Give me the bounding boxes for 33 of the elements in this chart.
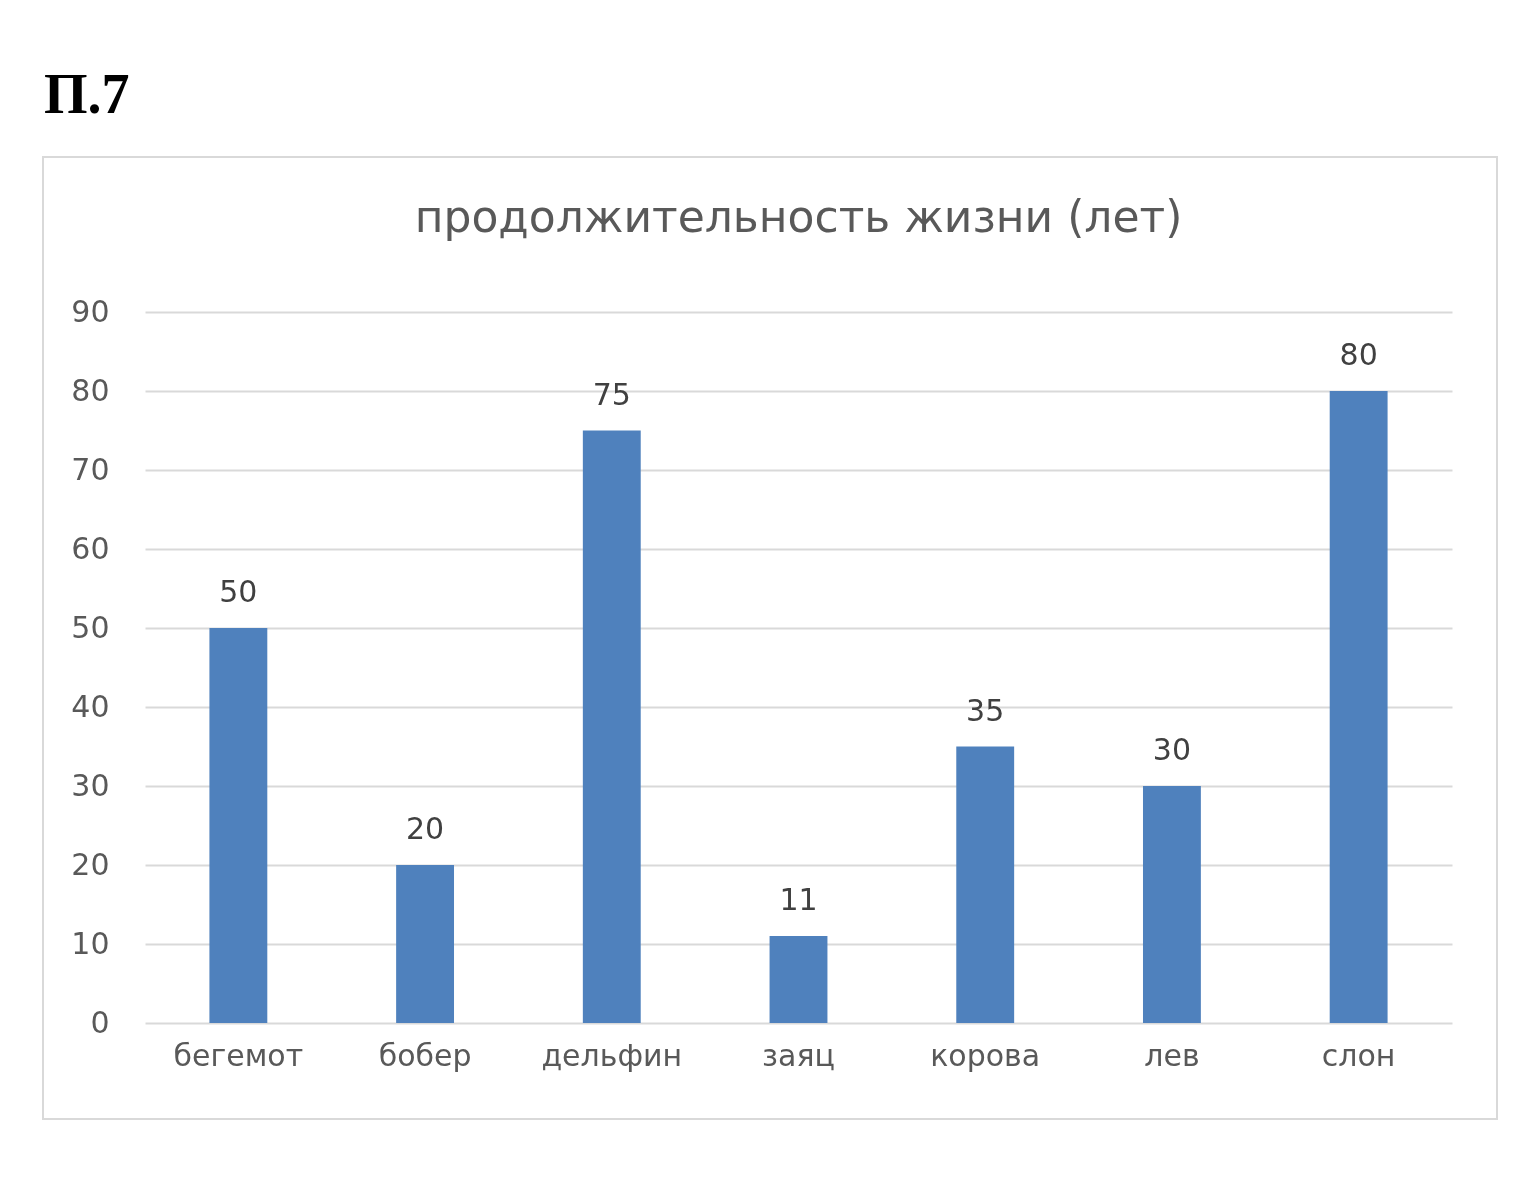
bar [209, 628, 268, 1023]
x-tick-label: лев [1144, 1037, 1200, 1073]
y-tick-label: 20 [71, 846, 110, 882]
bar [582, 430, 641, 1023]
bar [1329, 391, 1388, 1023]
y-tick-label: 40 [71, 688, 110, 724]
bar [1142, 786, 1201, 1023]
data-label: 35 [966, 692, 1005, 728]
data-label: 11 [779, 882, 818, 918]
x-tick-label: слон [1321, 1037, 1396, 1073]
x-tick-label: корова [930, 1037, 1041, 1073]
data-label: 50 [219, 574, 258, 609]
bar [769, 936, 828, 1023]
x-tick-label: заяц [762, 1037, 835, 1073]
data-label: 80 [1339, 337, 1378, 372]
y-tick-label: 80 [71, 372, 110, 408]
y-tick-label: 50 [71, 609, 110, 645]
x-tick-label: бегемот [173, 1037, 304, 1073]
y-tick-label: 70 [71, 451, 110, 487]
x-tick-label: дельфин [541, 1037, 683, 1073]
y-tick-label: 0 [90, 1004, 110, 1040]
y-tick-label: 90 [71, 293, 110, 329]
bar [956, 746, 1015, 1023]
data-label: 75 [592, 376, 631, 412]
y-tick-label: 10 [71, 925, 110, 961]
data-label: 30 [1152, 732, 1192, 767]
x-tick-label: бобер [378, 1037, 472, 1073]
data-label: 20 [405, 811, 445, 846]
y-tick-label: 60 [71, 530, 110, 566]
text: П.7 [44, 62, 130, 126]
y-tick-label: 30 [71, 767, 110, 803]
bar [396, 865, 455, 1023]
chart-title: продолжительность жизни (лет) [414, 191, 1183, 242]
